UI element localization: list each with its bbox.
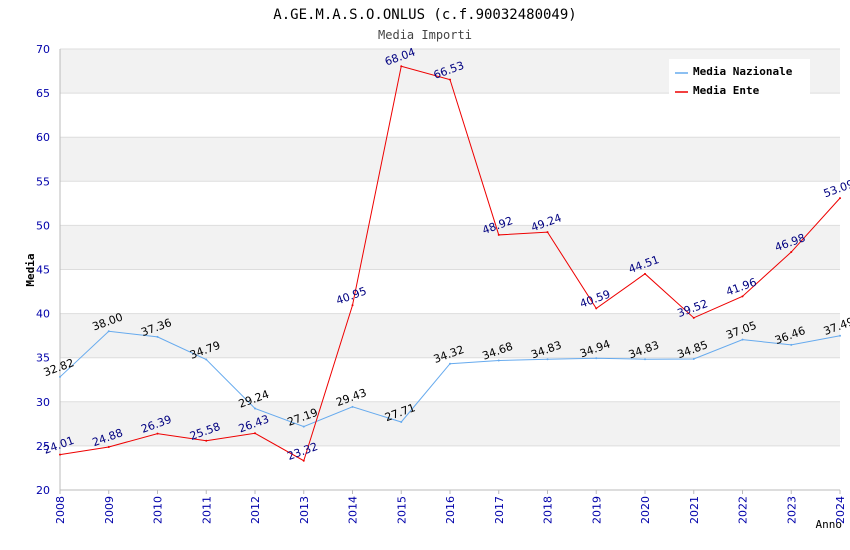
- y-tick-label: 50: [36, 219, 50, 232]
- data-point-media-nazionale: [839, 334, 841, 337]
- legend-label-media-ente: Media Ente: [693, 84, 760, 97]
- y-tick-label: 45: [36, 264, 50, 277]
- data-point-media-nazionale: [644, 358, 646, 361]
- y-tick-label: 60: [36, 131, 50, 144]
- y-tick-label: 35: [36, 352, 50, 365]
- x-tick-label: 2011: [200, 496, 213, 524]
- y-tick-label: 25: [36, 440, 50, 453]
- legend-box: [669, 59, 810, 101]
- background-bands: [60, 49, 840, 446]
- y-tick-label: 65: [36, 87, 50, 100]
- x-tick-label: 2017: [493, 496, 506, 524]
- data-point-media-ente: [546, 231, 549, 234]
- data-point-media-nazionale: [254, 407, 256, 410]
- data-point-media-nazionale: [741, 338, 744, 341]
- data-point-media-nazionale: [302, 425, 305, 428]
- data-point-media-nazionale: [692, 358, 695, 361]
- data-point-media-nazionale: [351, 405, 354, 408]
- x-tick-label: 2013: [298, 496, 311, 524]
- x-tick-label: 2018: [542, 496, 555, 524]
- series-lines: [59, 65, 841, 462]
- band: [60, 137, 840, 182]
- x-tick-label: 2015: [395, 496, 408, 524]
- data-point-media-ente: [497, 233, 500, 236]
- x-tick-label: 2020: [639, 496, 652, 524]
- y-tick-label: 20: [36, 484, 50, 497]
- data-point-media-nazionale: [595, 357, 598, 360]
- legend: Media Nazionale Media Ente: [669, 59, 810, 101]
- y-tick-label: 30: [36, 396, 50, 409]
- x-tick-label: 2024: [834, 496, 847, 524]
- data-label-media-ente: 41.96: [724, 276, 758, 299]
- y-tick-label: 40: [36, 308, 50, 321]
- y-axis-label: Media: [24, 253, 37, 286]
- x-tick-label: 2008: [54, 496, 67, 524]
- data-point-media-ente: [107, 445, 110, 448]
- y-tick-label: 55: [36, 175, 50, 188]
- band: [60, 401, 840, 446]
- chart-title: A.GE.M.A.S.O.ONLUS (c.f.90032480049): [273, 7, 576, 23]
- data-point-media-ente: [302, 459, 305, 462]
- band: [60, 313, 840, 358]
- x-tick-label: 2009: [103, 496, 116, 524]
- data-point-media-nazionale: [107, 330, 110, 333]
- legend-label-media-nazionale: Media Nazionale: [693, 65, 793, 78]
- axes: [59, 49, 840, 491]
- data-label-media-ente: 40.95: [334, 284, 368, 307]
- y-tick-label: 70: [36, 43, 50, 56]
- x-tick-label: 2021: [688, 496, 701, 524]
- x-tick-label: 2023: [785, 496, 798, 524]
- grid-lines: [59, 48, 841, 494]
- chart-subtitle: Media Importi: [378, 28, 472, 42]
- data-point-media-nazionale: [449, 362, 451, 365]
- data-point-media-nazionale: [497, 359, 500, 362]
- data-point-media-ente: [400, 65, 403, 68]
- data-point-media-ente: [839, 197, 841, 200]
- x-tick-label: 2012: [249, 496, 262, 524]
- y-tick-labels: 20 25 30 35 40 45 50 55 60 65 70: [36, 43, 50, 497]
- data-point-media-nazionale: [156, 335, 159, 338]
- data-point-media-ente: [205, 439, 208, 442]
- data-point-media-nazionale: [400, 420, 403, 423]
- data-point-media-nazionale: [546, 358, 549, 361]
- data-point-media-ente: [741, 295, 744, 298]
- x-tick-label: 2019: [590, 496, 603, 524]
- data-point-media-ente: [449, 78, 451, 81]
- data-point-media-nazionale: [790, 343, 793, 346]
- data-point-media-nazionale: [205, 358, 208, 361]
- x-tick-label: 2014: [347, 496, 360, 524]
- data-point-media-ente: [351, 304, 354, 307]
- band: [60, 225, 840, 270]
- x-tick-label: 2010: [152, 496, 165, 524]
- data-point-media-ente: [254, 432, 256, 435]
- data-point-media-ente: [156, 432, 159, 435]
- data-point-media-ente: [595, 307, 598, 310]
- data-point-media-ente: [692, 316, 695, 319]
- data-point-media-ente: [644, 272, 646, 275]
- x-tick-label: 2016: [444, 496, 457, 524]
- x-tick-label: 2022: [737, 496, 750, 524]
- x-tick-labels: 2008 2009 2010 2011 2012 2013 2014 2015 2016 2017…: [54, 496, 847, 524]
- data-point-media-nazionale: [59, 375, 61, 378]
- data-point-media-ente: [59, 453, 61, 456]
- x-axis-label: Anno: [816, 518, 843, 531]
- data-point-media-ente: [790, 251, 793, 254]
